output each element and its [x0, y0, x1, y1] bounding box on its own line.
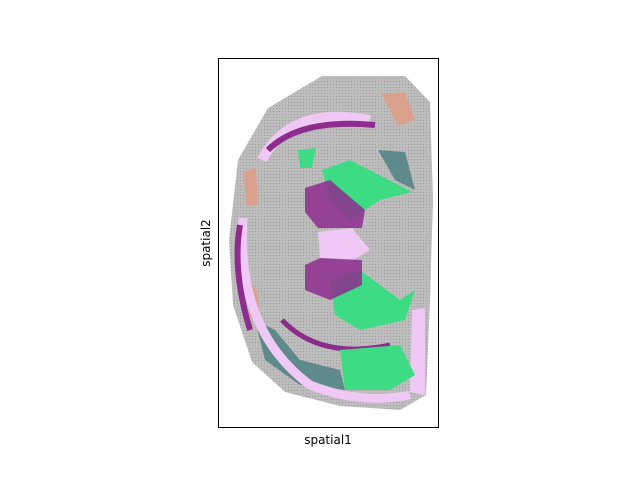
x-axis-label: spatial1 [304, 433, 352, 447]
region-purple [265, 120, 376, 153]
y-axis-label: spatial2 [199, 219, 213, 267]
region-purple [305, 258, 362, 300]
region-salmon [244, 168, 258, 206]
tissue [229, 76, 433, 410]
region-pink [410, 308, 425, 395]
region-purple [305, 180, 365, 228]
region-pink [318, 228, 370, 262]
region-teal [255, 320, 345, 390]
region-purple [234, 224, 253, 331]
region-salmon [382, 92, 415, 126]
axes-frame [218, 58, 439, 428]
region-teal [378, 150, 415, 190]
region-pink [237, 217, 411, 403]
region-green [298, 148, 316, 168]
region-green [340, 345, 415, 390]
